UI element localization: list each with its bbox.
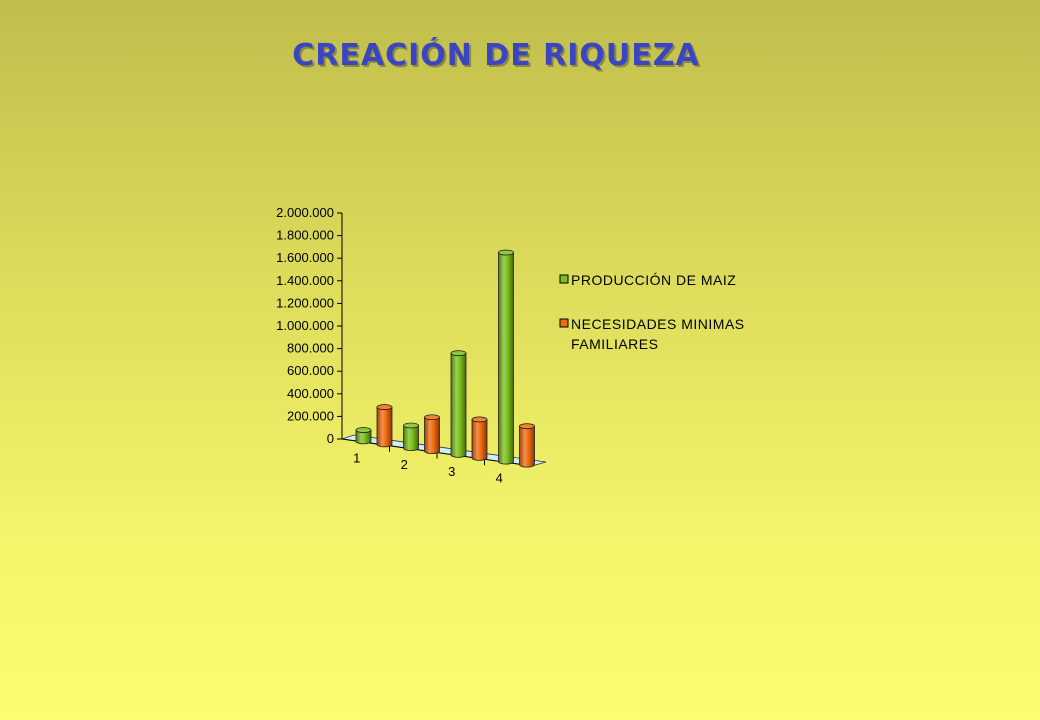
bar [471,419,488,461]
x-tick-label: 2 [401,457,408,472]
legend-label: FAMILIARES [571,336,658,352]
bar-top [471,416,488,423]
bar [424,416,440,454]
bar-top [376,404,393,410]
x-tick-label: 1 [353,450,360,465]
y-tick-label: 1.800.000 [276,228,334,243]
y-tick-label: 0 [327,431,334,446]
bar [376,406,393,448]
y-tick-label: 1.400.000 [276,273,334,288]
bar [519,425,535,468]
bar-top [424,414,440,421]
x-tick-label: 4 [496,471,503,486]
y-tick-label: 2.000.000 [276,205,334,220]
bar-top [519,423,535,430]
legend-swatch [559,274,569,284]
page-title: CREACIÓN DE RIQUEZA [292,38,700,73]
bar [403,425,419,451]
bar [450,352,467,458]
chart-floor [341,434,547,467]
bar-top [498,249,514,256]
bar-top [403,422,419,429]
y-tick-label: 200.000 [287,408,334,423]
legend-swatch [559,318,569,328]
bar [498,252,514,465]
y-tick-label: 1.000.000 [276,318,334,333]
legend-label: PRODUCCIÓN DE MAIZ [571,272,736,288]
y-tick-label: 800.000 [287,341,334,356]
bar [355,429,372,445]
bar-top [355,427,372,433]
legend-label: NECESIDADES MINIMAS [571,316,745,332]
y-tick-label: 1.200.000 [276,295,334,310]
y-tick-label: 1.600.000 [276,250,334,265]
y-tick-label: 400.000 [287,386,334,401]
y-tick-label: 600.000 [287,363,334,378]
bar-top [450,350,467,357]
x-tick-label: 3 [448,464,455,479]
